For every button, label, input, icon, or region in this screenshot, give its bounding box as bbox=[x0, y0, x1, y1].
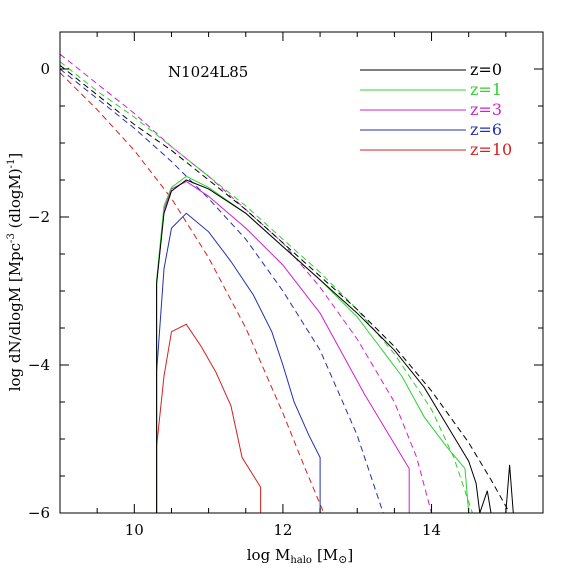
x-axis-label-unit-close: ] bbox=[347, 546, 353, 564]
legend-label-z-6: z=6 bbox=[470, 120, 502, 139]
simulated-line-z-0 bbox=[156, 179, 514, 513]
x-axis-label: log Mhalo [M⊙] bbox=[247, 546, 353, 566]
chart-title: N1024L85 bbox=[168, 63, 248, 81]
y-axis-label-mid: (dlogM) bbox=[6, 168, 24, 233]
plot-lines bbox=[60, 53, 514, 513]
x-tick-label: 12 bbox=[273, 521, 292, 539]
y-axis-label-main: log dN/dlogM [Mpc bbox=[6, 243, 24, 391]
simulated-line-z-3 bbox=[156, 180, 410, 513]
x-axis-label-subscript: halo bbox=[290, 555, 312, 566]
x-axis-label-main: log M bbox=[247, 546, 291, 564]
simulated-line-z-1 bbox=[156, 175, 470, 513]
legend-label-z-1: z=1 bbox=[470, 80, 502, 99]
y-tick-label: 0 bbox=[40, 60, 50, 78]
legend-label-z-3: z=3 bbox=[470, 100, 502, 119]
y-tick-label: −4 bbox=[28, 356, 50, 374]
y-axis-label-sup: -3 bbox=[6, 233, 17, 243]
simulated-line-z-6 bbox=[156, 212, 321, 513]
analytic-line-z-6 bbox=[60, 68, 384, 513]
legend-label-z-10: z=10 bbox=[470, 140, 512, 159]
plot-frame bbox=[59, 31, 544, 514]
y-axis-label: log dN/dlogM [Mpc-3 (dlogM)-1] bbox=[6, 153, 24, 392]
x-axis-label-unit: [M bbox=[317, 546, 338, 564]
legend-label-z-0: z=0 bbox=[470, 60, 502, 79]
simulated-line-z-10 bbox=[156, 323, 262, 513]
y-axis-label-close: ] bbox=[6, 153, 24, 159]
legend: z=0z=1z=3z=6z=10 bbox=[360, 60, 512, 159]
x-axis-label-unit-subscript: ⊙ bbox=[338, 553, 347, 566]
y-axis-label-sup2: -1 bbox=[6, 159, 17, 169]
analytic-line-z-0 bbox=[60, 64, 511, 513]
y-tick-label: −6 bbox=[28, 504, 50, 522]
x-tick-label: 10 bbox=[125, 521, 144, 539]
analytic-line-z-10 bbox=[60, 72, 325, 513]
y-tick-label: −2 bbox=[28, 208, 50, 226]
x-tick-label: 14 bbox=[422, 521, 441, 539]
analytic-line-z-1 bbox=[60, 61, 473, 513]
axis-ticks: 10 12 14 0 −2 −4 −6 bbox=[28, 31, 544, 539]
